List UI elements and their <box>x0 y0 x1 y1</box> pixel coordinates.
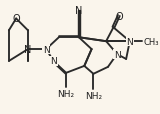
Text: N: N <box>43 45 49 54</box>
Text: O: O <box>12 14 20 24</box>
Text: N: N <box>75 5 83 15</box>
Text: NH₂: NH₂ <box>85 91 102 100</box>
Text: N: N <box>114 50 120 59</box>
Text: N: N <box>126 37 133 46</box>
Text: NH₂: NH₂ <box>58 89 75 98</box>
Text: N: N <box>50 57 57 66</box>
Text: CH₃: CH₃ <box>143 37 159 46</box>
Text: N: N <box>24 45 32 55</box>
Text: O: O <box>115 11 123 21</box>
